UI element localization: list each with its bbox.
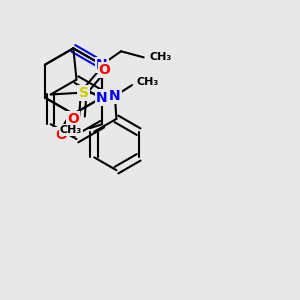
Text: O: O	[99, 63, 110, 77]
Text: O: O	[56, 128, 67, 142]
Text: O: O	[67, 112, 79, 126]
Text: N: N	[96, 91, 108, 105]
Text: CH₃: CH₃	[149, 52, 172, 62]
Text: CH₃: CH₃	[137, 77, 159, 87]
Text: S: S	[79, 86, 88, 100]
Text: N: N	[109, 89, 121, 103]
Text: CH₃: CH₃	[60, 125, 82, 135]
Text: N: N	[96, 58, 108, 72]
